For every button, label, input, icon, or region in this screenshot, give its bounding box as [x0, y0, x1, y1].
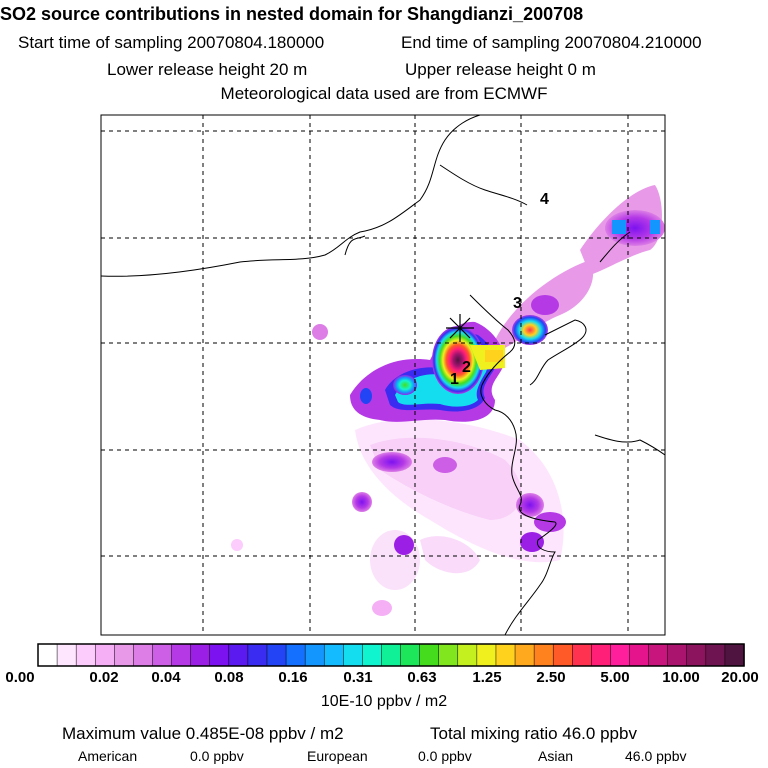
region-marker-3: 3 — [513, 295, 522, 312]
colorbar-frame — [37, 643, 745, 667]
colorbar-swatch — [648, 643, 669, 667]
colorbar-swatch — [343, 643, 364, 667]
upper-release-height: Upper release height 0 m — [405, 60, 596, 79]
total-mixing-ratio: Total mixing ratio 46.0 ppbv — [430, 724, 637, 743]
colorbar-tick: 1.25 — [472, 669, 502, 686]
colorbar-swatch — [514, 643, 535, 667]
colorbar-tick: 0.63 — [407, 669, 437, 686]
colorbar-swatch — [724, 643, 745, 667]
european-label: European — [307, 748, 368, 764]
station-marker — [446, 314, 474, 342]
colorbar-tick: 10.00 — [662, 669, 700, 686]
blob-south-4 — [394, 535, 414, 555]
colorbar-swatch — [457, 643, 478, 667]
colorbar — [37, 643, 745, 667]
start-time: Start time of sampling 20070804.180000 — [18, 33, 325, 52]
colorbar-swatch — [610, 643, 631, 667]
plume-south — [420, 536, 480, 574]
colorbar-swatch — [266, 643, 287, 667]
blob-bottom — [372, 600, 392, 616]
patch-northeast-core — [605, 210, 665, 246]
region-marker-1: 1 — [450, 371, 459, 388]
colorbar-swatch — [533, 643, 554, 667]
colorbar-swatch — [152, 643, 173, 667]
end-time: End time of sampling 20070804.210000 — [401, 33, 702, 52]
colorbar-swatch — [495, 643, 516, 667]
plot-title: SO2 source contributions in nested domai… — [0, 4, 584, 24]
colorbar-swatch — [629, 643, 650, 667]
colorbar-swatch — [362, 643, 383, 667]
colorbar-tick: 5.00 — [600, 669, 630, 686]
blob-coast-2 — [534, 512, 566, 532]
blob-west — [312, 324, 328, 340]
colorbar-swatch — [247, 643, 268, 667]
coastlines — [101, 115, 665, 635]
colorbar-tick: 0.02 — [89, 669, 119, 686]
colorbar-swatch — [323, 643, 344, 667]
patch-northeast-blue2 — [650, 220, 660, 234]
colorbar-tick: 0.04 — [151, 669, 181, 686]
region-marker-4: 4 — [540, 191, 549, 208]
region-marker-2: 2 — [462, 359, 471, 376]
colorbar-swatch — [419, 643, 440, 667]
colorbar-swatch — [552, 643, 573, 667]
colorbar-swatch — [572, 643, 593, 667]
map-gridlines — [101, 115, 665, 635]
blob-far-southwest — [231, 539, 243, 551]
blob-south-1 — [372, 452, 412, 472]
hotspot-far-west — [360, 388, 372, 404]
blob-south-2 — [433, 457, 457, 473]
colorbar-swatch — [114, 643, 135, 667]
asian-value: 46.0 ppbv — [625, 748, 687, 764]
colorbar-swatch — [133, 643, 154, 667]
lower-release-height: Lower release height 20 m — [107, 60, 308, 79]
american-label: American — [78, 748, 138, 764]
colorbar-swatch — [667, 643, 688, 667]
colorbar-tick: 0.08 — [214, 669, 244, 686]
colorbar-swatch — [75, 643, 96, 667]
colorbar-swatch — [56, 643, 77, 667]
patch-northeast-blue — [612, 220, 626, 234]
colorbar-tick: 0.16 — [278, 669, 308, 686]
colorbar-swatch — [228, 643, 249, 667]
map-frame — [100, 114, 666, 636]
blob-coast-1 — [516, 493, 544, 517]
colorbar-tick: 0.31 — [343, 669, 373, 686]
hotspot-west — [393, 375, 417, 395]
blob-coast-3 — [520, 532, 544, 552]
colorbar-tick: 20.00 — [721, 669, 759, 686]
colorbar-swatch — [37, 643, 58, 667]
patch-north-coast-core — [531, 295, 559, 315]
colorbar-swatch — [705, 643, 726, 667]
colorbar-tick: 2.50 — [536, 669, 566, 686]
colorbar-swatch — [190, 643, 211, 667]
concentration-field — [231, 185, 665, 616]
blob-south-3 — [352, 492, 372, 512]
met-data-source: Meteorological data used are from ECMWF — [220, 84, 548, 103]
colorbar-unit: 10E-10 ppbv / m2 — [320, 693, 448, 710]
colorbar-swatch — [94, 643, 115, 667]
colorbar-swatch — [400, 643, 421, 667]
colorbar-swatch — [438, 643, 459, 667]
colorbar-swatch — [209, 643, 230, 667]
maximum-value: Maximum value 0.485E-08 ppbv / m2 — [62, 724, 344, 743]
plume-east-orange — [485, 350, 503, 362]
european-value: 0.0 ppbv — [418, 748, 472, 764]
colorbar-swatch — [171, 643, 192, 667]
hotspot-marker-3 — [512, 315, 548, 345]
plume-southwest — [370, 530, 420, 590]
colorbar-tick: 0.00 — [5, 669, 35, 686]
colorbar-swatch — [304, 643, 325, 667]
american-value: 0.0 ppbv — [190, 748, 244, 764]
colorbar-swatch — [285, 643, 306, 667]
colorbar-swatch — [381, 643, 402, 667]
asian-label: Asian — [538, 748, 574, 764]
colorbar-swatch — [591, 643, 612, 667]
colorbar-swatch — [476, 643, 497, 667]
colorbar-swatch — [686, 643, 707, 667]
